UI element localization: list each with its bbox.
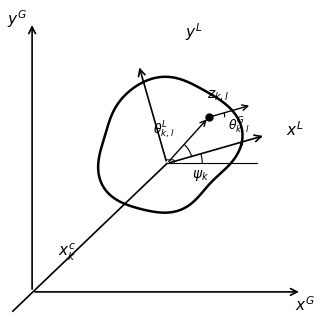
Text: $\psi_k$: $\psi_k$ bbox=[192, 167, 209, 182]
Text: $x^L$: $x^L$ bbox=[286, 121, 303, 140]
Text: $x^G$: $x^G$ bbox=[295, 296, 315, 315]
Text: $\theta_{k,l}^L$: $\theta_{k,l}^L$ bbox=[153, 119, 175, 141]
Text: $y^G$: $y^G$ bbox=[7, 8, 27, 30]
Text: $z_{k,l}$: $z_{k,l}$ bbox=[207, 90, 230, 104]
Text: $\theta_{k,l}^G$: $\theta_{k,l}^G$ bbox=[228, 115, 249, 137]
Text: $x_k^c$: $x_k^c$ bbox=[58, 242, 76, 263]
Text: $y^L$: $y^L$ bbox=[185, 21, 202, 43]
